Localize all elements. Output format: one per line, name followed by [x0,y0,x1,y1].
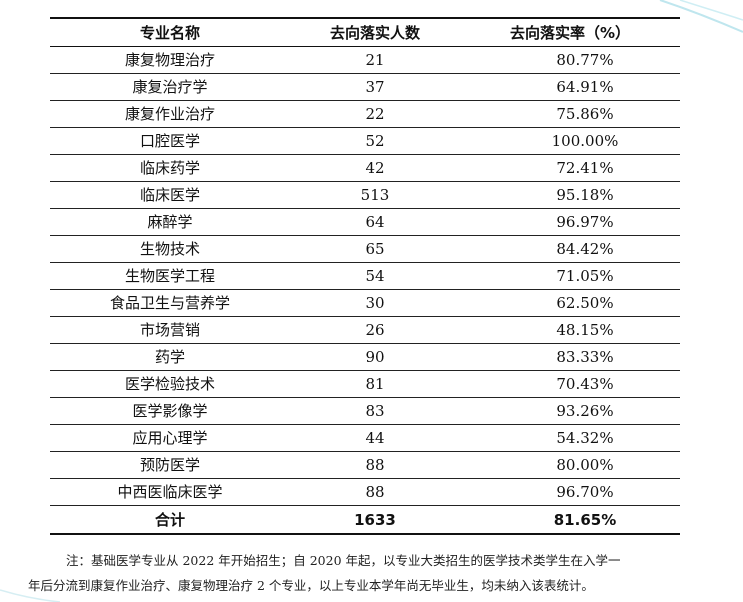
cell-placement-rate: 70.43% [460,370,680,398]
cell-placement-rate: 62.50% [460,289,680,317]
cell-placed-count: 64 [290,208,460,236]
cell-major-name: 市场营销 [50,316,290,344]
table-row: 药学 90 83.33% [50,343,680,371]
cell-placement-rate: 96.97% [460,208,680,236]
table-row: 口腔医学 52 100.00% [50,127,680,155]
cell-placed-count: 81 [290,370,460,398]
cell-placement-rate: 96.70% [460,478,680,506]
table-footnote: 注：基础医学专业从 2022 年开始招生；自 2020 年起，以专业大类招生的医… [28,548,728,598]
cell-placement-rate: 84.42% [460,235,680,263]
cell-major-name: 生物医学工程 [50,262,290,290]
cell-major-name: 应用心理学 [50,424,290,452]
cell-placed-count: 65 [290,235,460,263]
cell-placed-count: 513 [290,181,460,209]
cell-major-name: 麻醉学 [50,208,290,236]
cell-placed-count: 54 [290,262,460,290]
cell-major-name: 食品卫生与营养学 [50,289,290,317]
header-placement-rate: 去向落实率（%） [460,17,680,47]
table-row: 应用心理学 44 54.32% [50,424,680,452]
cell-placement-rate: 83.33% [460,343,680,371]
cell-major-name: 预防医学 [50,451,290,479]
header-major-name: 专业名称 [50,17,290,47]
cell-placed-count: 83 [290,397,460,425]
cell-major-name: 医学检验技术 [50,370,290,398]
cell-placement-rate: 75.86% [460,100,680,128]
cell-placed-count: 88 [290,451,460,479]
table-row: 中西医临床医学 88 96.70% [50,478,680,506]
total-count: 1633 [290,505,460,535]
cell-placed-count: 37 [290,73,460,101]
cell-placed-count: 88 [290,478,460,506]
table-row: 医学影像学 83 93.26% [50,397,680,425]
cell-placement-rate: 95.18% [460,181,680,209]
cell-placement-rate: 71.05% [460,262,680,290]
cell-placed-count: 42 [290,154,460,182]
cell-placed-count: 52 [290,127,460,155]
table-row: 康复物理治疗 21 80.77% [50,46,680,74]
table-body: 康复物理治疗 21 80.77% 康复治疗学 37 64.91% 康复作业治疗 22 75.86… [50,46,680,535]
cell-major-name: 药学 [50,343,290,371]
cell-placement-rate: 64.91% [460,73,680,101]
footnote-line-2: 年后分流到康复作业治疗、康复物理治疗 2 个专业，以上专业本学年尚无毕业生，均未… [28,578,594,593]
table-row: 市场营销 26 48.15% [50,316,680,344]
employment-rate-table: 专业名称 去向落实人数 去向落实率（%） 康复物理治疗 21 80.77% 康复治疗学… [50,17,680,535]
cell-placed-count: 44 [290,424,460,452]
cell-placement-rate: 80.00% [460,451,680,479]
cell-major-name: 生物技术 [50,235,290,263]
cell-major-name: 康复治疗学 [50,73,290,101]
cell-placement-rate: 48.15% [460,316,680,344]
table-row: 临床医学 513 95.18% [50,181,680,209]
cell-placed-count: 26 [290,316,460,344]
cell-placed-count: 30 [290,289,460,317]
cell-major-name: 口腔医学 [50,127,290,155]
table-header-row: 专业名称 去向落实人数 去向落实率（%） [50,17,680,47]
cell-placed-count: 22 [290,100,460,128]
table-row: 食品卫生与营养学 30 62.50% [50,289,680,317]
table-row: 康复作业治疗 22 75.86% [50,100,680,128]
table-row: 麻醉学 64 96.97% [50,208,680,236]
table-row: 生物医学工程 54 71.05% [50,262,680,290]
cell-placement-rate: 72.41% [460,154,680,182]
total-rate: 81.65% [460,505,680,535]
cell-major-name: 临床药学 [50,154,290,182]
cell-major-name: 医学影像学 [50,397,290,425]
footnote-line-1: 注：基础医学专业从 2022 年开始招生；自 2020 年起，以专业大类招生的医… [66,553,621,568]
table-row: 生物技术 65 84.42% [50,235,680,263]
cell-placement-rate: 93.26% [460,397,680,425]
cell-placed-count: 21 [290,46,460,74]
table-row: 临床药学 42 72.41% [50,154,680,182]
cell-major-name: 康复作业治疗 [50,100,290,128]
cell-major-name: 中西医临床医学 [50,478,290,506]
table-row: 医学检验技术 81 70.43% [50,370,680,398]
cell-placed-count: 90 [290,343,460,371]
cell-placement-rate: 54.32% [460,424,680,452]
total-label: 合计 [50,505,290,535]
cell-major-name: 临床医学 [50,181,290,209]
cell-major-name: 康复物理治疗 [50,46,290,74]
cell-placement-rate: 100.00% [460,127,680,155]
cell-placement-rate: 80.77% [460,46,680,74]
total-row: 合计 1633 81.65% [50,505,680,535]
header-placed-count: 去向落实人数 [290,17,460,47]
table-row: 预防医学 88 80.00% [50,451,680,479]
table-row: 康复治疗学 37 64.91% [50,73,680,101]
